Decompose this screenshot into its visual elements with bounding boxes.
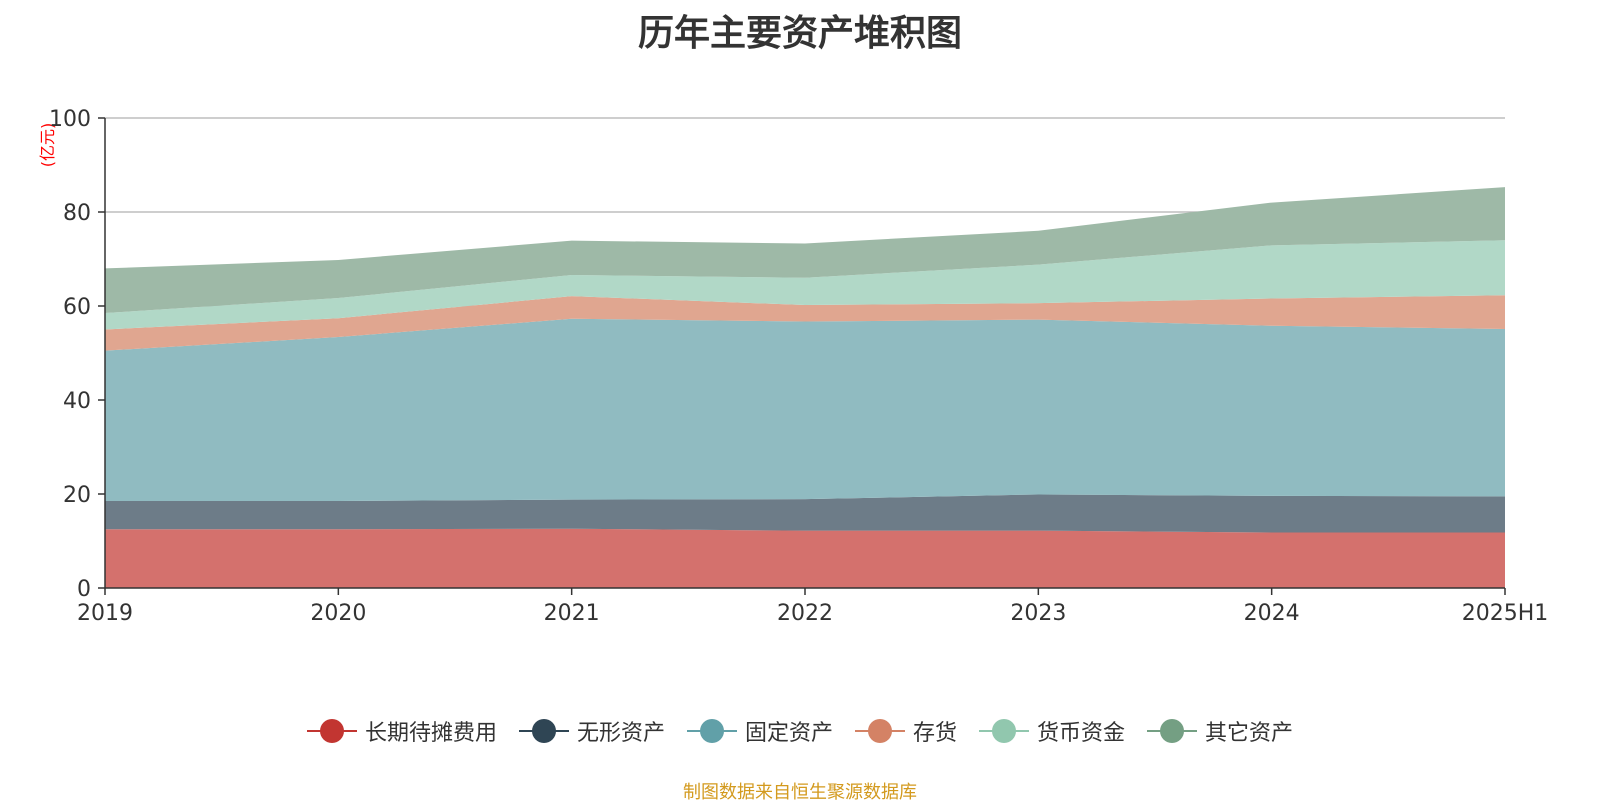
legend-item[interactable]: 货币资金	[979, 715, 1125, 747]
legend-item[interactable]: 长期待摊费用	[306, 715, 497, 747]
legend-label: 无形资产	[576, 721, 665, 746]
legend-marker-icon	[979, 719, 1030, 743]
area-series-3	[105, 318, 1505, 502]
stacked-area-chart: 0 20 40 60 80 100 2019 2020 2021 2022 2023 2024 2025…	[49, 107, 1548, 626]
legend-item[interactable]: 存货	[855, 715, 957, 747]
legend-label: 货币资金	[1037, 721, 1126, 746]
legend-label: 其它资产	[1205, 721, 1294, 746]
legend-label: 固定资产	[744, 721, 833, 746]
chart-title: 历年主要资产堆积图	[637, 13, 962, 54]
legend-marker-icon	[306, 719, 357, 743]
y-tick-label: 80	[63, 201, 91, 226]
area-layers	[105, 187, 1505, 588]
legend-item[interactable]: 固定资产	[686, 715, 833, 747]
legend-marker-icon	[855, 719, 905, 743]
source-note: 制图数据来自恒生聚源数据库	[683, 782, 917, 803]
legend-marker-icon	[518, 719, 569, 743]
y-tick-label: 40	[63, 389, 91, 414]
area-series-4	[105, 295, 1505, 351]
legend-item[interactable]: 其它资产	[1147, 715, 1293, 747]
axes	[98, 117, 1506, 595]
legend-marker-icon	[686, 719, 737, 743]
area-series-2	[105, 494, 1505, 533]
legend-label: 长期待摊费用	[364, 721, 497, 746]
y-tick-label: 20	[63, 483, 91, 508]
legend: 长期待摊费用 无形资产 固定资产 存货 货币资金 其它资产	[0, 715, 1600, 747]
x-tick-label: 2023	[1010, 601, 1066, 626]
x-tick-label: 2020	[310, 601, 366, 626]
x-tick-label: 2019	[77, 601, 133, 626]
x-tick-label: 2024	[1244, 601, 1300, 626]
y-tick-label: 60	[63, 295, 91, 320]
x-tick-label: 2025H1	[1462, 601, 1549, 626]
area-series-1	[105, 528, 1505, 588]
y-tick-label: 0	[77, 577, 91, 602]
y-tick-label: 100	[49, 107, 91, 132]
x-tick-label: 2022	[777, 601, 833, 626]
area-series-6	[105, 187, 1505, 314]
legend-label: 存货	[913, 721, 958, 746]
tick-labels: 0 20 40 60 80 100 2019 2020 2021 2022 2023 2024 2025…	[49, 107, 1548, 626]
legend-marker-icon	[1147, 719, 1198, 743]
legend-item[interactable]: 无形资产	[518, 715, 665, 747]
area-series-5	[105, 240, 1505, 330]
x-tick-label: 2021	[544, 601, 600, 626]
